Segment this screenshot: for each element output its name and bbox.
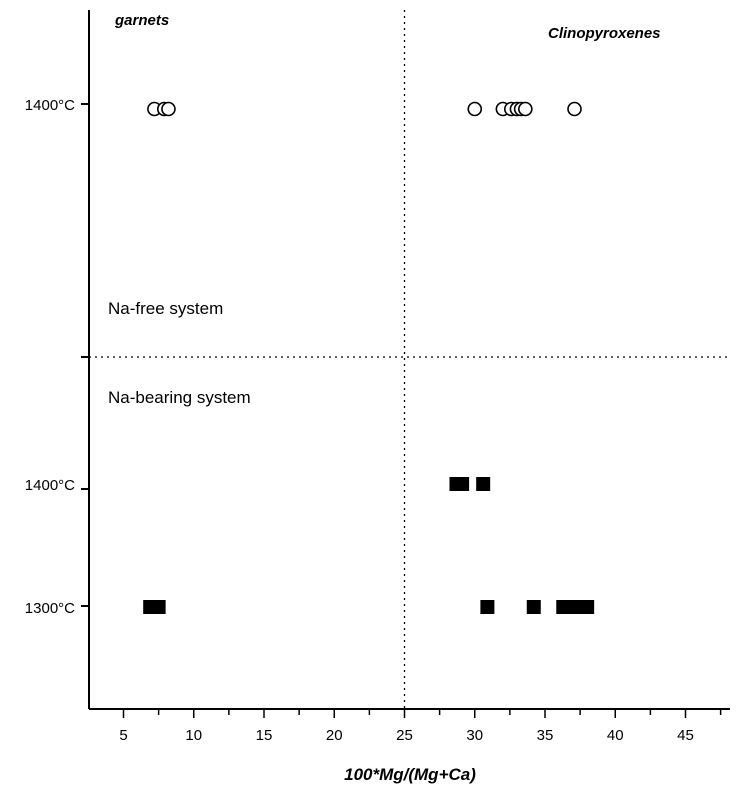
x-tick-label-45: 45	[677, 727, 694, 744]
x-tick-label-10: 10	[185, 727, 202, 744]
data-point-open-circle-s0-9	[567, 101, 582, 117]
x-tick-label-25: 25	[396, 727, 413, 744]
x-tick-label-35: 35	[537, 727, 554, 744]
data-point-filled-square-s2-3	[526, 600, 541, 614]
x-tick-label-30: 30	[466, 727, 483, 744]
panel-label-na-bearing: Na-bearing system	[108, 388, 251, 407]
group-label-clinopyroxenes: Clinopyroxenes	[548, 25, 661, 42]
chart-labels: garnets Clinopyroxenes Na-free system Na…	[25, 12, 661, 784]
y-tick-label-nabearing-1400: 1400°C	[25, 477, 75, 494]
axes: 5 10 15 20 25 30 35 40 45	[81, 10, 730, 744]
x-axis-title: 100*Mg/(Mg+Ca)	[344, 765, 476, 784]
data-point-filled-square-s2-1	[151, 600, 166, 614]
x-tick-label-40: 40	[607, 727, 624, 744]
data-point-filled-square-s1-2	[476, 477, 491, 491]
panel-label-na-free: Na-free system	[108, 299, 223, 318]
data-point-open-circle-s0-8	[518, 101, 533, 117]
x-tick-label-20: 20	[326, 727, 343, 744]
data-point-open-circle-s0-3	[467, 101, 483, 117]
data-point-filled-square-s1-1	[455, 477, 470, 491]
y-tick-label-nafree-1400: 1400°C	[25, 97, 75, 114]
data-points	[143, 101, 595, 614]
data-point-filled-square-s2-7	[580, 600, 595, 614]
x-tick-label-15: 15	[256, 727, 273, 744]
data-point-open-circle-s0-2	[161, 101, 176, 117]
data-point-filled-square-s2-2	[480, 600, 495, 614]
x-tick-label-5: 5	[119, 727, 127, 744]
reference-lines	[89, 10, 730, 709]
y-tick-label-nabearing-1300: 1300°C	[25, 600, 75, 617]
group-label-garnets: garnets	[114, 12, 169, 29]
